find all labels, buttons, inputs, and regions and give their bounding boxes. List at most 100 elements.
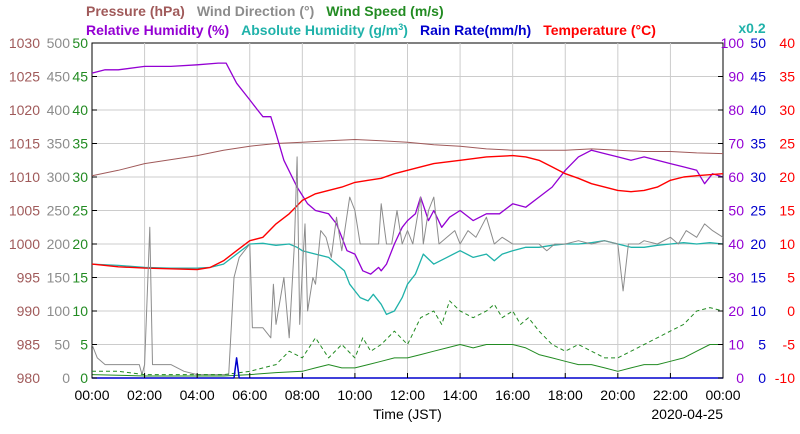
x-tick-label: 00:00: [705, 387, 740, 403]
humidity-tick-label: 60: [728, 169, 744, 185]
x-tick-label: 02:00: [127, 387, 162, 403]
plot-area: [91, 62, 724, 379]
pressure-tick-label: 1015: [9, 136, 40, 152]
humidity-tick-label: 40: [728, 236, 744, 252]
pressure-tick-label: 1000: [9, 236, 40, 252]
wind_direction-tick-label: 50: [54, 337, 70, 353]
x-tick-label: 16:00: [495, 387, 530, 403]
temperature-tick-label: 10: [779, 236, 795, 252]
pressure-tick-label: 980: [17, 370, 41, 386]
humidity-tick-label: 70: [728, 136, 744, 152]
wind_speed-tick-label: 5: [80, 337, 88, 353]
wind_speed-tick-label: 20: [72, 236, 88, 252]
temperature-tick-label: -10: [775, 370, 795, 386]
x-tick-label: 06:00: [232, 387, 267, 403]
x-tick-label: 10:00: [337, 387, 372, 403]
rain_rate-tick-label: 25: [750, 203, 766, 219]
wind_speed-tick-label: 30: [72, 169, 88, 185]
wind_speed-tick-label: 35: [72, 136, 88, 152]
temperature-tick-label: 20: [779, 169, 795, 185]
rain_rate-tick-label: 10: [750, 303, 766, 319]
temperature-tick-label: 40: [779, 35, 795, 51]
legend-entry-r2-1: Absolute Humidity (g/m3): [241, 22, 408, 38]
x-axis-label: Time (JST): [373, 406, 442, 422]
legend: Pressure (hPa) Wind Direction (°) Wind Spe…: [86, 3, 766, 38]
legend-entry-r2-2: Rain Rate(mm/h): [420, 22, 531, 38]
pressure-tick-label: 995: [17, 270, 41, 286]
pressure-tick-label: 1005: [9, 203, 40, 219]
rain_rate-tick-label: 50: [750, 35, 766, 51]
legend-entry-2: Wind Speed (m/s): [326, 3, 443, 19]
wind_direction-tick-label: 450: [47, 69, 71, 85]
x-tick-label: 00:00: [74, 387, 109, 403]
series-line-1: [91, 62, 724, 275]
x-tick-label: 18:00: [548, 387, 583, 403]
rain_rate-tick-label: 35: [750, 136, 766, 152]
humidity-tick-label: 20: [728, 303, 744, 319]
rain_rate-tick-label: 0: [758, 370, 766, 386]
pressure-tick-label: 1010: [9, 169, 40, 185]
temperature-tick-label: 30: [779, 102, 795, 118]
wind_direction-tick-label: 150: [47, 270, 71, 286]
humidity-tick-label: 30: [728, 270, 744, 286]
temperature-tick-label: -5: [783, 337, 796, 353]
humidity-tick-label: 100: [721, 35, 745, 51]
wind_direction-tick-label: 400: [47, 102, 71, 118]
legend-entry-1: Wind Direction (°): [197, 3, 314, 19]
series-line-3: [91, 154, 724, 271]
wind_speed-tick-label: 45: [72, 69, 88, 85]
rain_rate-tick-label: 30: [750, 169, 766, 185]
x-tick-label: 20:00: [600, 387, 635, 403]
legend-entry-0: Pressure (hPa): [86, 3, 185, 19]
humidity-tick-label: 90: [728, 69, 744, 85]
x-tick-label: 22:00: [653, 387, 688, 403]
humidity-tick-label: 50: [728, 203, 744, 219]
wind_direction-tick-label: 500: [47, 35, 71, 51]
wind_speed-tick-label: 40: [72, 102, 88, 118]
x-tick-label: 04:00: [180, 387, 215, 403]
temperature-tick-label: 35: [779, 69, 795, 85]
rain_rate-tick-label: 15: [750, 270, 766, 286]
series-line-7: [92, 357, 723, 379]
gridlines: [91, 42, 724, 379]
temperature-tick-label: 5: [787, 270, 795, 286]
humidity-tick-label: 80: [728, 102, 744, 118]
x-tick-label: 08:00: [285, 387, 320, 403]
temperature-tick-label: 15: [779, 203, 795, 219]
pressure-tick-label: 1030: [9, 35, 40, 51]
wind_direction-tick-label: 350: [47, 136, 71, 152]
temperature-tick-label: 25: [779, 136, 795, 152]
wind_speed-tick-label: 10: [72, 303, 88, 319]
rain_rate-tick-label: 45: [750, 69, 766, 85]
series-line-0: [91, 139, 724, 177]
wind_speed-tick-label: 0: [80, 370, 88, 386]
legend-entry-r2-3: Temperature (°C): [543, 22, 656, 38]
humidity-tick-label: 0: [736, 370, 744, 386]
pressure-tick-label: 985: [17, 337, 41, 353]
rain_rate-tick-label: 5: [758, 337, 766, 353]
wind_speed-tick-label: 50: [72, 35, 88, 51]
axes: 00:00 02:00 04:00 06:00 08:00 10:00 12:00 14:00…: [9, 35, 795, 422]
temperature-tick-label: 0: [787, 303, 795, 319]
humidity-tick-label: 10: [728, 337, 744, 353]
wind_direction-tick-label: 0: [62, 370, 70, 386]
wind_direction-tick-label: 250: [47, 203, 71, 219]
x-tick-label: 14:00: [443, 387, 478, 403]
rain_rate-tick-label: 20: [750, 236, 766, 252]
pressure-tick-label: 990: [17, 303, 41, 319]
rain_rate-tick-label: 40: [750, 102, 766, 118]
series-line-6: [91, 344, 723, 377]
wind_direction-tick-label: 100: [47, 303, 71, 319]
legend-entry-r2-0: Relative Humidity (%): [86, 22, 229, 38]
scale-note: x0.2: [738, 20, 765, 36]
wind_direction-tick-label: 200: [47, 236, 71, 252]
x-tick-label: 12:00: [390, 387, 425, 403]
date-label: 2020-04-25: [651, 406, 723, 422]
pressure-tick-label: 1025: [9, 69, 40, 85]
wind_direction-tick-label: 300: [47, 169, 71, 185]
series-line-5: [92, 300, 724, 376]
wind_speed-tick-label: 15: [72, 270, 88, 286]
wind_speed-tick-label: 25: [72, 203, 88, 219]
pressure-tick-label: 1020: [9, 102, 40, 118]
